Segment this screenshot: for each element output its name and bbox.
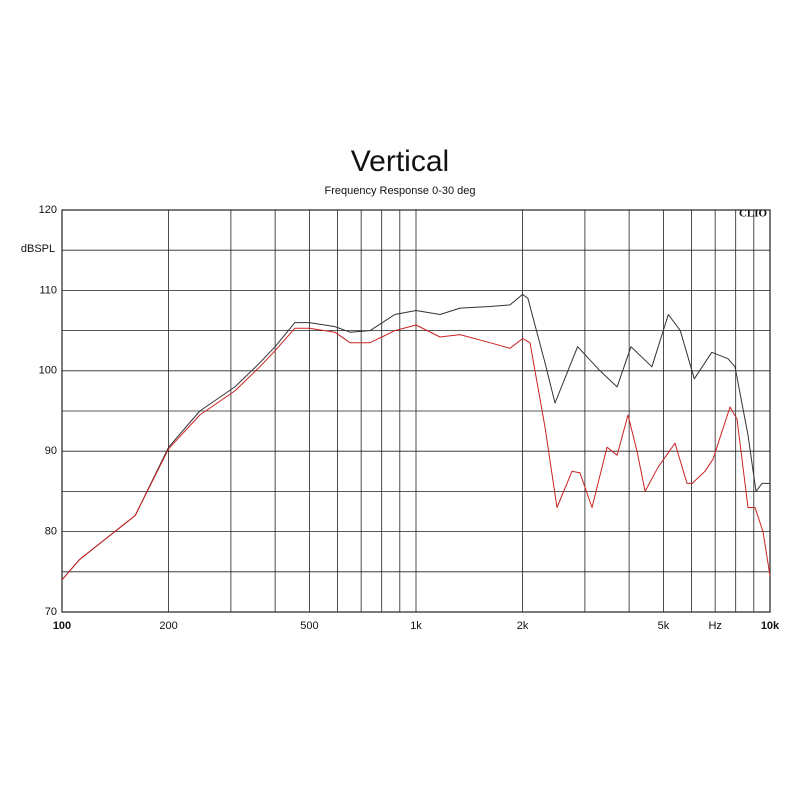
- y-tick-label: 110: [39, 284, 57, 296]
- chart-title: Vertical: [351, 145, 449, 178]
- y-tick-label: 100: [39, 365, 57, 377]
- y-tick-label: 120: [39, 204, 57, 216]
- x-tick-label: Hz: [708, 620, 721, 632]
- x-tick-label: 10k: [761, 620, 780, 632]
- x-tick-label: 200: [159, 620, 177, 632]
- response-line: [61, 293, 770, 581]
- y-tick-label: 90: [45, 445, 57, 457]
- response-line: [61, 324, 771, 581]
- x-tick-label: 500: [300, 620, 318, 632]
- y-tick-label: 70: [45, 606, 57, 618]
- brand-label: CLIO: [739, 208, 768, 220]
- x-tick-label: 100: [53, 620, 71, 632]
- y-axis-label: dBSPL: [21, 243, 55, 255]
- x-tick-label: 5k: [658, 620, 670, 632]
- y-tick-label: 80: [45, 526, 57, 538]
- x-tick-label: 1k: [410, 620, 422, 632]
- x-tick-label: 2k: [517, 620, 529, 632]
- chart-subtitle: Frequency Response 0-30 deg: [324, 185, 475, 197]
